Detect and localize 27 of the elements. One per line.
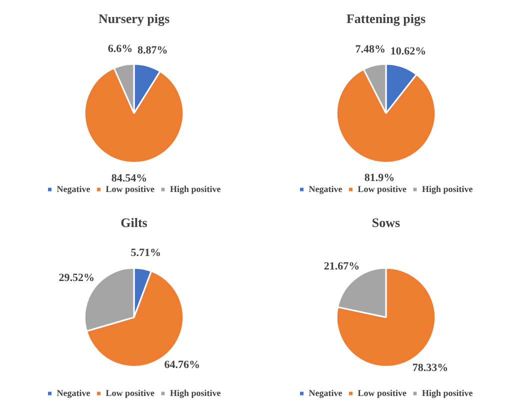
legend-label: High positive <box>170 388 221 398</box>
legend-label: Low positive <box>106 184 155 194</box>
legend-label: Low positive <box>358 388 407 398</box>
legend-label: Negative <box>308 388 342 398</box>
legend-label: Negative <box>56 184 90 194</box>
legend-label: High positive <box>422 388 473 398</box>
data-label: 8.87% <box>137 44 168 56</box>
data-label: 81.9% <box>364 172 395 184</box>
data-label: 21.67% <box>324 260 360 272</box>
legend-label: High positive <box>170 184 221 194</box>
data-label: 64.76% <box>164 359 200 372</box>
data-label: 7.48% <box>355 44 386 56</box>
chart-title: Nursery pigs <box>98 11 170 26</box>
legend-label: High positive <box>422 184 473 194</box>
legend-label: Negative <box>56 388 90 398</box>
legend-label: Low positive <box>106 388 155 398</box>
data-label: 84.54% <box>111 172 148 184</box>
data-label: 10.62% <box>390 45 426 58</box>
data-label: 5.71% <box>130 246 162 259</box>
chart-title: Fattening pigs <box>346 11 426 26</box>
chart-title: Sows <box>372 215 400 230</box>
data-label: 29.52% <box>58 272 94 284</box>
legend-label: Low positive <box>358 184 407 194</box>
data-label: 6.6% <box>108 43 133 56</box>
chart-title: Gilts <box>120 215 148 230</box>
data-label: 78.33% <box>412 362 448 374</box>
legend-label: Negative <box>308 184 342 194</box>
